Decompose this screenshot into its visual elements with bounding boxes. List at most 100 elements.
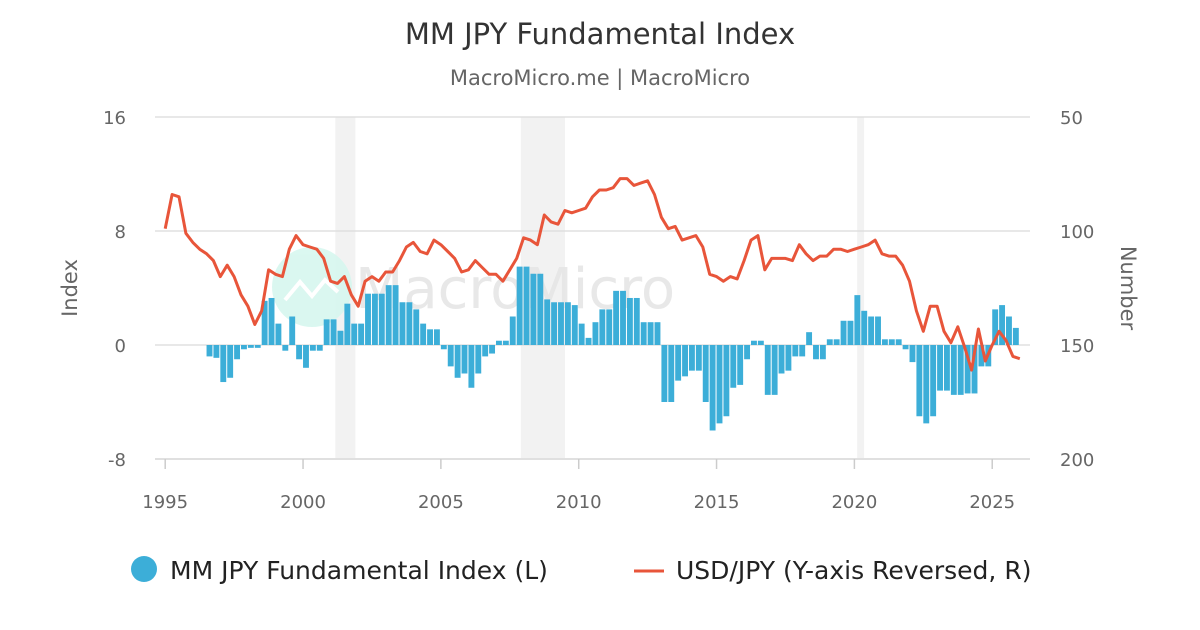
index-bar bbox=[489, 345, 496, 354]
index-bar bbox=[544, 299, 551, 345]
index-bar bbox=[427, 329, 433, 345]
index-bar bbox=[592, 322, 599, 345]
index-bar bbox=[757, 340, 764, 345]
index-bar bbox=[971, 345, 978, 394]
index-bar bbox=[599, 309, 606, 345]
index-bar bbox=[227, 345, 234, 378]
index-bar bbox=[296, 345, 303, 360]
index-bar bbox=[309, 345, 316, 351]
index-bar bbox=[578, 323, 585, 345]
index-bar bbox=[826, 339, 833, 345]
index-bar bbox=[868, 316, 875, 345]
index-bar bbox=[351, 323, 358, 345]
index-bar bbox=[888, 339, 895, 345]
index-bar bbox=[392, 285, 399, 345]
index-bar bbox=[537, 273, 544, 345]
index-bar bbox=[792, 345, 799, 357]
index-bar bbox=[937, 345, 943, 391]
legend-item-usdjpy[interactable]: USD/JPY (Y-axis Reversed, R) bbox=[634, 556, 1031, 585]
index-bar bbox=[785, 345, 792, 371]
index-bar bbox=[406, 302, 413, 345]
x-tick-label: 1995 bbox=[142, 492, 188, 513]
index-bar bbox=[999, 305, 1006, 345]
index-bar bbox=[668, 345, 675, 402]
index-bar bbox=[585, 337, 592, 345]
index-bar bbox=[640, 322, 647, 345]
index-bar bbox=[282, 345, 289, 351]
index-bar bbox=[516, 266, 523, 345]
index-bar bbox=[378, 293, 385, 345]
index-bar bbox=[461, 345, 468, 374]
x-tick-label: 2010 bbox=[556, 492, 602, 513]
index-bar bbox=[502, 340, 509, 345]
chart-subtitle: MacroMicro.me | MacroMicro bbox=[450, 66, 750, 91]
left-axis-title: Index bbox=[58, 259, 82, 317]
index-bar bbox=[978, 345, 985, 367]
index-bar bbox=[413, 309, 420, 345]
index-bar bbox=[626, 297, 633, 345]
index-bar bbox=[723, 345, 730, 417]
right-axis: 50 100 150 200 bbox=[1060, 108, 1094, 471]
index-bar bbox=[558, 302, 564, 345]
index-bar bbox=[902, 345, 909, 350]
legend-label-usdjpy: USD/JPY (Y-axis Reversed, R) bbox=[676, 556, 1031, 585]
index-bar bbox=[709, 345, 716, 431]
index-bar bbox=[213, 345, 220, 358]
index-bar bbox=[881, 339, 888, 345]
index-bar bbox=[323, 319, 330, 345]
index-bar bbox=[1012, 327, 1019, 345]
legend: MM JPY Fundamental Index (L) USD/JPY (Y-… bbox=[131, 556, 1031, 585]
index-bar bbox=[992, 309, 999, 345]
index-bar bbox=[737, 345, 744, 385]
recession-band bbox=[857, 117, 865, 459]
index-bar bbox=[647, 322, 654, 345]
index-bar bbox=[261, 300, 268, 345]
index-bar bbox=[440, 345, 447, 350]
usdjpy-line bbox=[163, 177, 1021, 372]
left-tick-label: 0 bbox=[115, 336, 126, 357]
index-bar bbox=[964, 345, 971, 394]
index-bar bbox=[606, 309, 613, 345]
index-bar bbox=[571, 305, 578, 345]
index-bar bbox=[875, 316, 881, 345]
index-bar bbox=[895, 339, 902, 345]
x-tick-label: 2000 bbox=[280, 492, 326, 513]
index-bar bbox=[447, 345, 454, 367]
index-bar bbox=[482, 345, 489, 357]
index-bar bbox=[633, 297, 640, 345]
index-bar bbox=[916, 345, 923, 417]
index-bar bbox=[337, 330, 344, 345]
index-bar bbox=[764, 345, 771, 395]
right-tick-label: 50 bbox=[1060, 108, 1083, 129]
legend-item-index[interactable]: MM JPY Fundamental Index (L) bbox=[131, 556, 548, 585]
index-bar bbox=[702, 345, 709, 402]
index-bar bbox=[206, 345, 213, 357]
index-bar bbox=[358, 323, 365, 345]
index-bar bbox=[778, 345, 785, 374]
index-bar bbox=[771, 345, 778, 395]
index-bar bbox=[620, 290, 626, 345]
index-bar bbox=[661, 345, 668, 402]
index-bar bbox=[385, 285, 392, 345]
index-bar bbox=[330, 319, 337, 345]
index-bar bbox=[813, 345, 819, 360]
index-bar bbox=[744, 345, 751, 360]
index-bar bbox=[923, 345, 930, 424]
index-bar bbox=[854, 295, 861, 345]
index-bar bbox=[861, 310, 868, 345]
index-bars bbox=[206, 266, 1019, 431]
index-bar bbox=[303, 345, 309, 368]
index-bar bbox=[799, 345, 806, 357]
index-bar bbox=[454, 345, 461, 378]
legend-marker-index bbox=[131, 556, 157, 582]
index-bar bbox=[468, 345, 475, 388]
index-bar bbox=[289, 316, 296, 345]
left-tick-label: 8 bbox=[115, 222, 126, 243]
index-bar bbox=[833, 339, 840, 345]
index-bar bbox=[551, 302, 558, 345]
left-tick-label: -8 bbox=[108, 450, 126, 471]
index-bar bbox=[247, 345, 254, 348]
right-tick-label: 100 bbox=[1060, 222, 1094, 243]
index-bar bbox=[654, 322, 661, 345]
